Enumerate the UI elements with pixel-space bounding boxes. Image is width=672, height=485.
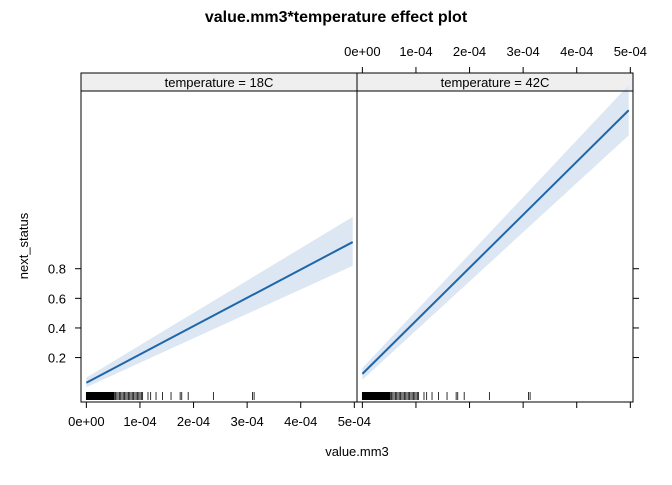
x-tick-label: 1e-04 bbox=[399, 44, 432, 59]
x-tick-label: 2e-04 bbox=[453, 44, 486, 59]
x-tick-label: 3e-04 bbox=[231, 414, 264, 429]
x-tick-label: 3e-04 bbox=[507, 44, 540, 59]
y-tick-label: 0.2 bbox=[48, 351, 66, 366]
x-tick-label: 0e+00 bbox=[344, 44, 381, 59]
chart-title: value.mm3*temperature effect plot bbox=[205, 9, 468, 26]
panel-1: temperature = 18C 0e+00 1e-04 2e-04 3e-04 4e-… bbox=[68, 72, 371, 429]
x-tick-label: 4e-04 bbox=[284, 414, 317, 429]
panel-strip-label: temperature = 18C bbox=[165, 75, 274, 90]
fitted-line bbox=[85, 241, 354, 384]
y-axis-title: next_status bbox=[16, 212, 31, 279]
fitted-line bbox=[361, 109, 630, 375]
x-tick-label: 1e-04 bbox=[123, 414, 156, 429]
rug-marks bbox=[85, 392, 255, 400]
x-tick-label: 4e-04 bbox=[560, 44, 593, 59]
confidence-band bbox=[86, 216, 353, 388]
panel-border bbox=[356, 90, 634, 403]
y-tick-label: 0.4 bbox=[48, 321, 66, 336]
y-tick-label: 0.6 bbox=[48, 291, 66, 306]
y-tick-label: 0.8 bbox=[48, 262, 66, 277]
panels: temperature = 18C 0e+00 1e-04 2e-04 3e-04 4e-… bbox=[48, 44, 647, 429]
x-tick-label: 5e-04 bbox=[614, 44, 647, 59]
panel-2: temperature = 42C 0e+00 1e-04 2e-04 3e-04 4e-… bbox=[344, 44, 647, 408]
panel-strip-label: temperature = 42C bbox=[441, 75, 550, 90]
x-tick-label: 5e-04 bbox=[338, 414, 371, 429]
confidence-band bbox=[362, 85, 629, 380]
x-tick-label: 2e-04 bbox=[177, 414, 210, 429]
x-tick-label: 0e+00 bbox=[68, 414, 105, 429]
rug-marks bbox=[361, 392, 531, 400]
x-axis-title: value.mm3 bbox=[325, 444, 389, 459]
